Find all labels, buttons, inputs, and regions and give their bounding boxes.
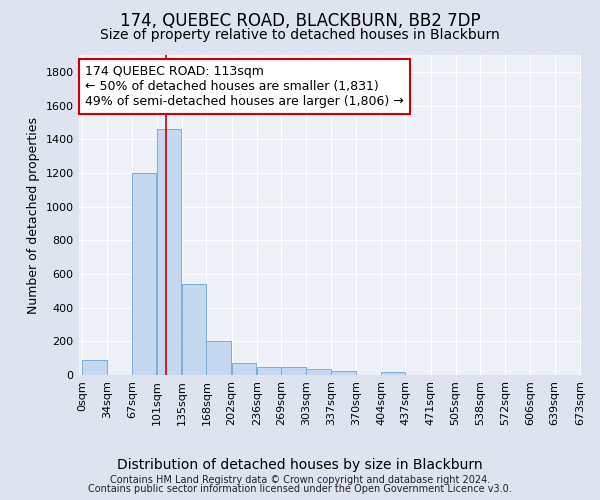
Bar [157, 129, 181, 375]
Bar [257, 366, 281, 375]
Bar [306, 369, 331, 375]
Bar [132, 173, 156, 375]
Bar [232, 364, 256, 375]
Text: Contains public sector information licensed under the Open Government Licence v3: Contains public sector information licen… [88, 484, 512, 494]
Bar [331, 371, 356, 375]
Text: Size of property relative to detached houses in Blackburn: Size of property relative to detached ho… [100, 28, 500, 42]
Y-axis label: Number of detached properties: Number of detached properties [27, 116, 40, 314]
Text: 174, QUEBEC ROAD, BLACKBURN, BB2 7DP: 174, QUEBEC ROAD, BLACKBURN, BB2 7DP [119, 12, 481, 30]
Text: Distribution of detached houses by size in Blackburn: Distribution of detached houses by size … [117, 458, 483, 471]
Bar [182, 284, 206, 375]
Bar [206, 342, 231, 375]
Bar [381, 372, 406, 375]
Bar [82, 360, 107, 375]
Text: Contains HM Land Registry data © Crown copyright and database right 2024.: Contains HM Land Registry data © Crown c… [110, 475, 490, 485]
Bar [281, 366, 305, 375]
Text: 174 QUEBEC ROAD: 113sqm
← 50% of detached houses are smaller (1,831)
49% of semi: 174 QUEBEC ROAD: 113sqm ← 50% of detache… [85, 65, 404, 108]
